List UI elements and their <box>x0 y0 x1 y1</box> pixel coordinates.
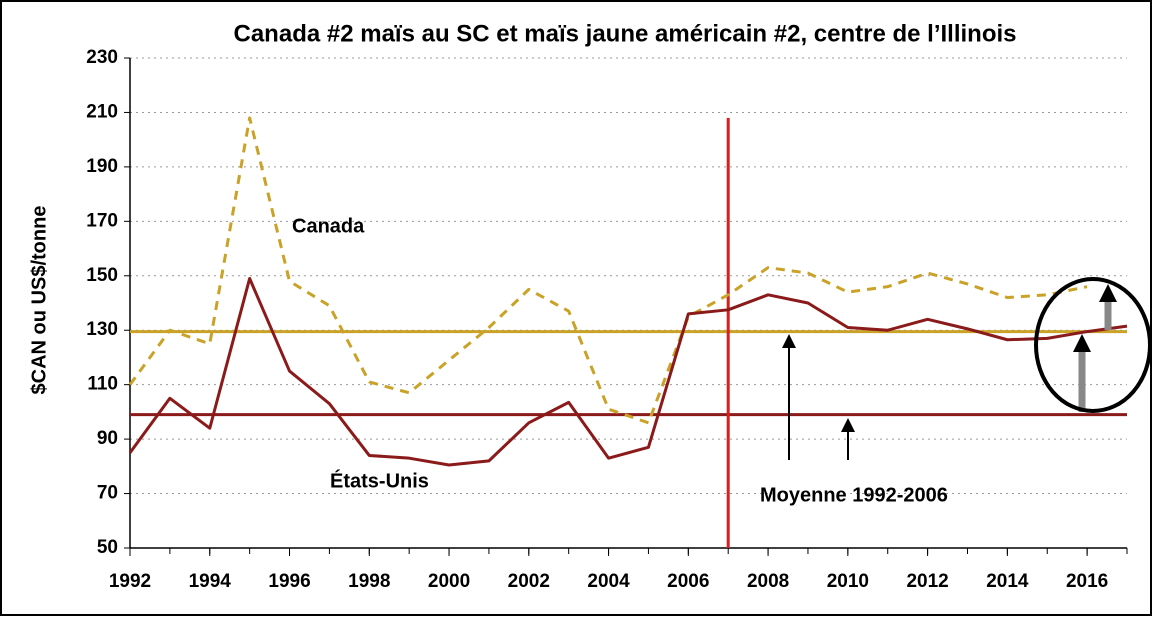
y-tick-label: 70 <box>97 483 118 504</box>
x-tick-label: 2008 <box>747 571 789 592</box>
annotation: Canada <box>292 215 365 237</box>
x-tick-label: 2010 <box>827 571 869 592</box>
y-tick-label: 210 <box>86 101 118 122</box>
y-axis-label: $CAN ou US$/tonne <box>28 206 50 395</box>
x-tick-label: 2004 <box>587 571 630 592</box>
x-tick-label: 2012 <box>906 571 948 592</box>
annotation: États-Unis <box>330 469 429 492</box>
annotation: Moyenne 1992-2006 <box>760 484 948 506</box>
highlight-circle <box>1034 277 1152 413</box>
x-tick-label: 1996 <box>268 571 310 592</box>
x-tick-label: 1992 <box>109 571 151 592</box>
y-tick-label: 130 <box>86 319 118 340</box>
series-line <box>128 277 1128 467</box>
arrow-head <box>1099 284 1117 302</box>
y-tick-label: 170 <box>86 210 118 231</box>
y-tick-label: 110 <box>87 374 118 395</box>
x-tick-label: 2002 <box>508 571 550 592</box>
arrow-head <box>1073 334 1091 352</box>
y-tick-label: 90 <box>97 428 118 449</box>
plot: 50 70 90 110 130 150 170 190 210 230 1992 1994 1996 1… <box>86 47 1128 592</box>
chart-title: Canada #2 maïs au SC et maïs jaune améri… <box>234 20 1017 47</box>
arrow-head <box>782 334 796 348</box>
arrows <box>782 277 1152 460</box>
x-tick-label: 2000 <box>428 571 470 592</box>
y-tick-label: 150 <box>86 265 118 286</box>
x-tick-label: 2006 <box>667 571 709 592</box>
y-tick-label: 230 <box>86 47 118 68</box>
x-tick-label: 2014 <box>986 571 1029 592</box>
y-tick-label: 190 <box>86 156 118 177</box>
y-tick-label: 50 <box>97 537 118 558</box>
x-tick-label: 1994 <box>189 571 232 592</box>
x-tick-label: 2016 <box>1066 571 1108 592</box>
arrow-head <box>841 418 855 432</box>
x-tick-label: 1998 <box>348 571 390 592</box>
